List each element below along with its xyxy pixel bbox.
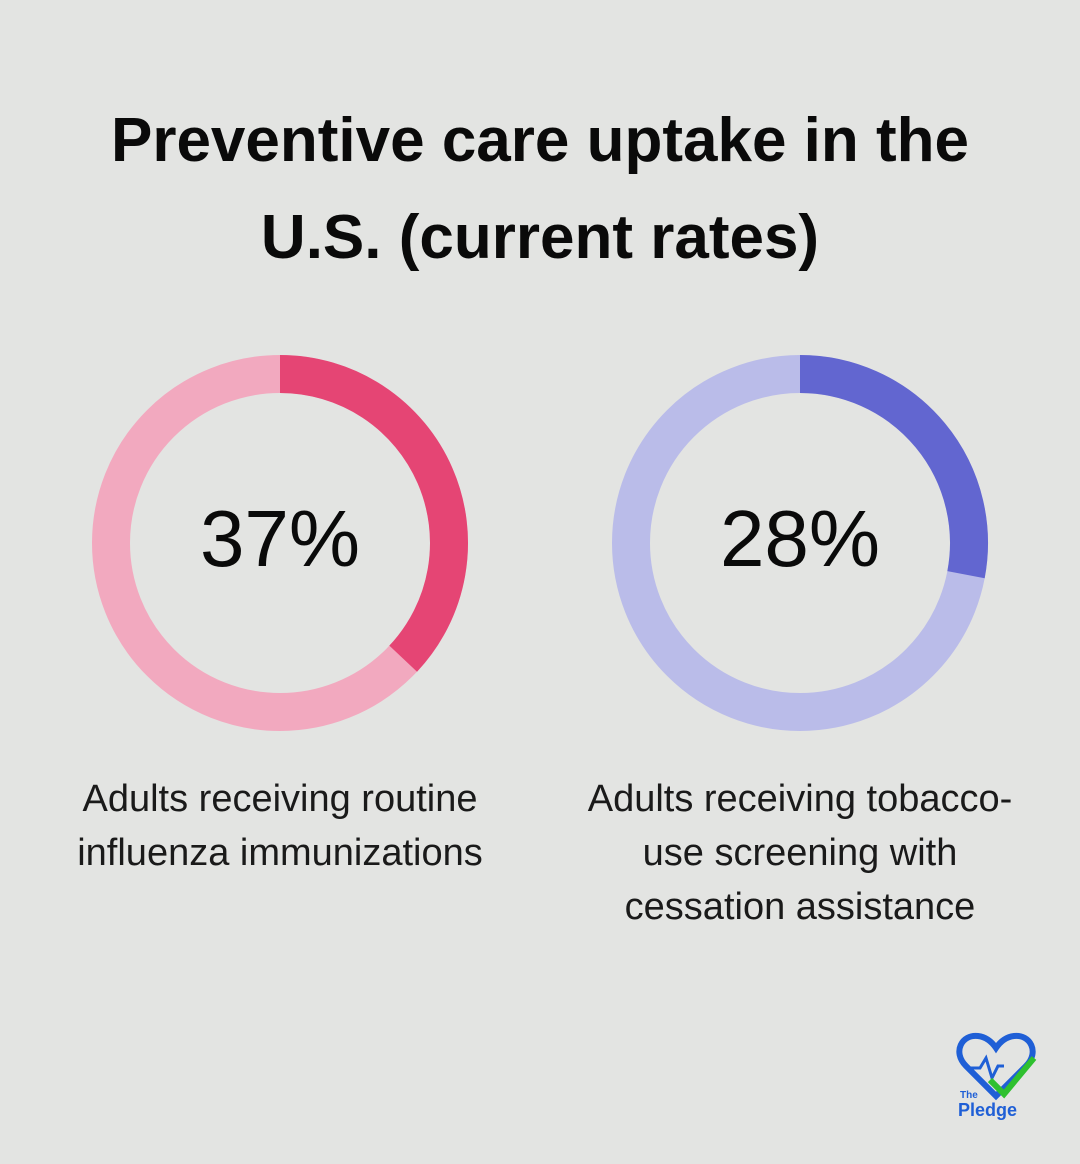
logo-pulse [966, 1054, 1004, 1083]
value-label: 37% [200, 494, 360, 583]
donut-segment [279, 355, 468, 672]
value-label: 28% [720, 494, 880, 583]
logo-small: The [960, 1090, 978, 1101]
title: Preventive care uptake in the U.S. (curr… [110, 106, 970, 272]
logo-big: Pledge [958, 1100, 1017, 1120]
donut-segment [799, 355, 988, 579]
logo: The Pledge [956, 1032, 1037, 1120]
logo-heart [956, 1032, 1036, 1101]
logo-check [987, 1056, 1037, 1099]
caption: Adults receiving routine influenza immun… [77, 778, 483, 874]
caption: Adults receiving tobacco-use screening w… [587, 778, 1013, 928]
